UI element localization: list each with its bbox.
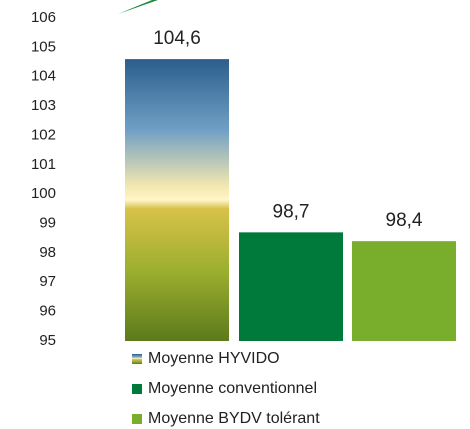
chart: 95 96 97 98 99 100 101 102 103 104 105 106 104,6 Moye… [0, 0, 470, 429]
y-tick-label: 96 [39, 303, 56, 320]
y-tick-label: 101 [31, 156, 56, 173]
bar [352, 241, 456, 341]
value-label: 104,6 [153, 28, 201, 49]
legend-marker [132, 414, 142, 424]
legend-marker [132, 384, 142, 394]
bar [239, 232, 343, 341]
arrow-decoration [118, 0, 158, 14]
bar [125, 59, 229, 341]
legend-label: Moyenne BYDV tolérant [148, 410, 320, 427]
value-label: 98,7 [273, 201, 310, 222]
y-tick-label: 98 [39, 244, 56, 261]
y-tick-label: 97 [39, 273, 56, 290]
y-tick-label: 102 [31, 126, 56, 143]
y-tick-label: 105 [31, 38, 56, 55]
value-label: 98,4 [386, 210, 423, 231]
y-tick-label: 103 [31, 97, 56, 114]
legend-label: Moyenne conventionnel [148, 380, 317, 397]
y-tick-label: 104 [31, 68, 56, 85]
y-tick-label: 99 [39, 215, 56, 232]
y-tick-label: 106 [31, 9, 56, 26]
y-tick-label: 95 [39, 332, 56, 349]
legend-label: Moyenne HYVIDO [148, 350, 280, 367]
legend-marker [132, 354, 142, 364]
y-tick-label: 100 [31, 185, 56, 202]
